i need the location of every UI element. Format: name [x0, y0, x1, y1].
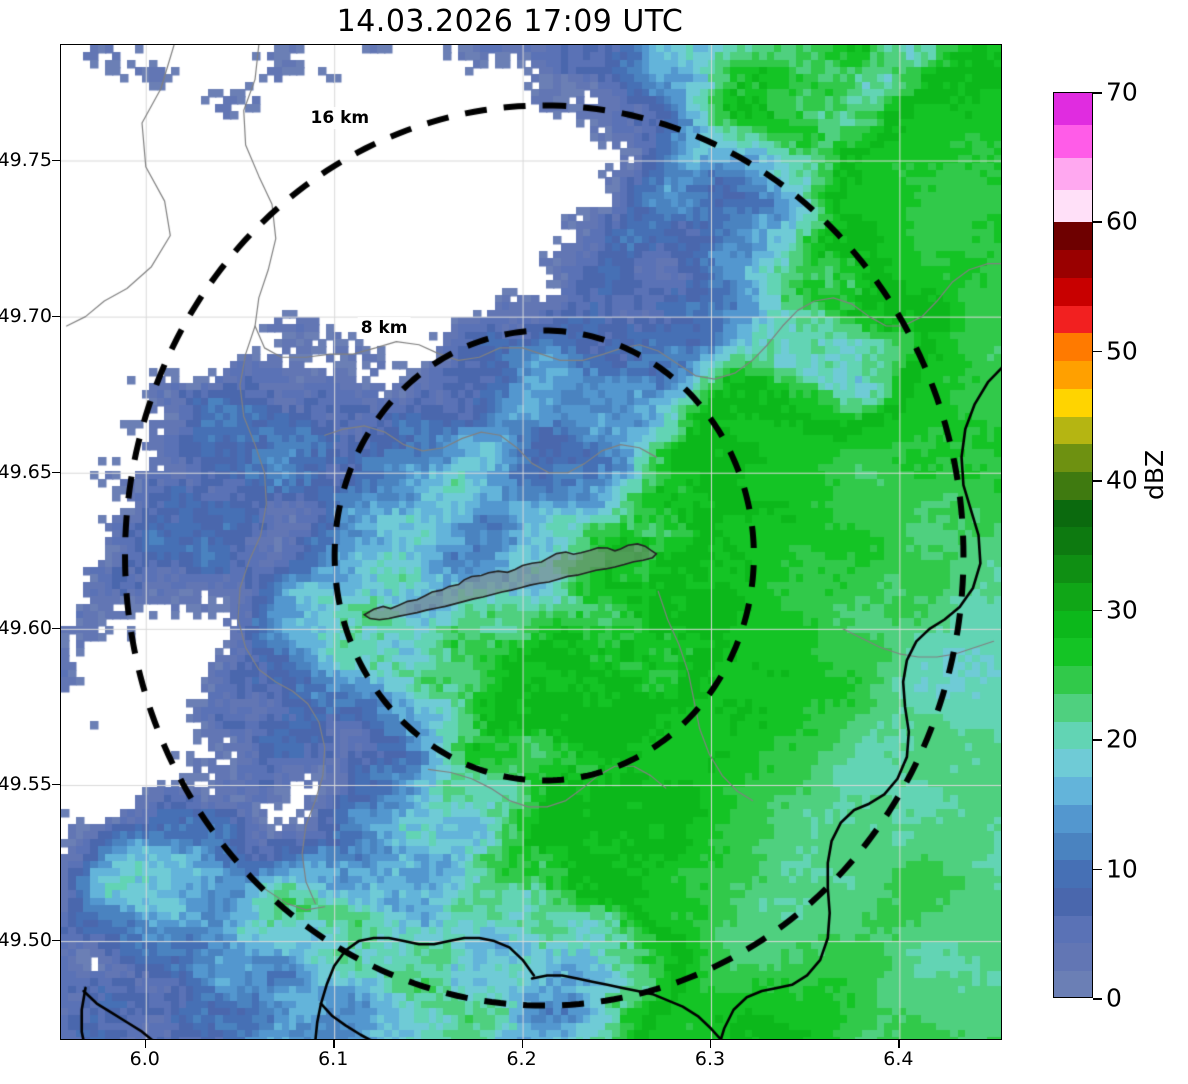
colorbar-band — [1054, 499, 1092, 528]
colorbar-band — [1054, 860, 1092, 888]
colorbar-tick-label: 50 — [1106, 336, 1138, 366]
colorbar-band — [1054, 721, 1092, 750]
colorbar-band — [1054, 416, 1092, 445]
colorbar-band — [1054, 749, 1092, 778]
colorbar-band — [1054, 555, 1092, 583]
y-tick-mark — [52, 159, 60, 161]
x-tick-mark — [333, 1040, 335, 1048]
colorbar-band — [1054, 832, 1092, 861]
colorbar-band — [1054, 693, 1092, 722]
colorbar-band — [1054, 610, 1092, 639]
colorbar-band — [1054, 888, 1092, 916]
colorbar-band — [1054, 582, 1092, 611]
colorbar-band — [1054, 915, 1092, 944]
colorbar-band — [1054, 157, 1092, 191]
y-tick-label: 49.50 — [0, 929, 52, 952]
colorbar-tick-label: 0 — [1106, 983, 1122, 1013]
x-tick-label: 6.0 — [129, 1048, 160, 1070]
colorbar-band — [1054, 638, 1092, 667]
colorbar-band — [1054, 222, 1092, 251]
colorbar-tick — [1093, 221, 1102, 224]
colorbar-tick-label: 70 — [1106, 77, 1138, 107]
colorbar-band — [1054, 125, 1092, 158]
y-tick-mark — [52, 940, 60, 942]
colorbar-label: dBZ — [1140, 449, 1169, 500]
colorbar-band — [1054, 93, 1092, 126]
x-tick-label: 6.1 — [318, 1048, 349, 1070]
x-tick-mark — [521, 1040, 523, 1048]
colorbar-tick-label: 60 — [1106, 206, 1138, 236]
y-tick-mark — [52, 471, 60, 474]
colorbar-band — [1054, 971, 1092, 997]
y-tick-mark — [52, 783, 60, 786]
y-tick-label: 49.75 — [0, 148, 52, 171]
y-tick-mark — [52, 627, 60, 630]
colorbar-tick-label: 10 — [1106, 854, 1138, 884]
colorbar-band — [1054, 190, 1092, 223]
colorbar-tick — [1093, 739, 1102, 741]
x-tick-mark — [144, 1040, 147, 1048]
x-tick-label: 6.4 — [883, 1048, 914, 1070]
colorbar-band — [1054, 361, 1092, 389]
radar-plot-area: 8 km 16 km — [60, 44, 1002, 1040]
colorbar-band — [1054, 250, 1092, 278]
colorbar-tick — [1093, 480, 1102, 482]
colorbar-tick-label: 20 — [1106, 724, 1138, 754]
y-tick-label: 49.55 — [0, 772, 52, 795]
colorbar-tick-label: 30 — [1106, 595, 1138, 625]
y-tick-label: 49.70 — [0, 304, 52, 327]
page-title: 14.03.2026 17:09 UTC — [336, 4, 684, 39]
colorbar-band — [1054, 527, 1092, 556]
colorbar-band — [1054, 388, 1092, 417]
colorbar-tick — [1093, 609, 1102, 612]
map-overlay-layer — [61, 45, 1001, 1039]
colorbar-band — [1054, 471, 1092, 500]
colorbar-tick — [1093, 998, 1102, 1000]
colorbar-band — [1054, 305, 1092, 334]
colorbar-band — [1054, 333, 1092, 362]
colorbar-tick — [1093, 350, 1102, 353]
x-tick-mark — [898, 1040, 900, 1048]
colorbar-gradient — [1053, 92, 1093, 998]
colorbar: 0 10 20 30 40 50 60 70 — [1053, 78, 1138, 1013]
y-tick-label: 49.60 — [0, 616, 52, 639]
x-tick-mark — [709, 1040, 712, 1048]
colorbar-tick — [1093, 868, 1102, 871]
range-ring-label-16km: 16 km — [307, 107, 373, 130]
colorbar-tick — [1093, 92, 1102, 94]
x-tick-label: 6.2 — [506, 1048, 537, 1070]
colorbar-band — [1054, 777, 1092, 805]
range-ring-label-8km: 8 km — [357, 316, 411, 339]
colorbar-band — [1054, 277, 1092, 306]
colorbar-band — [1054, 444, 1092, 472]
colorbar-band — [1054, 943, 1092, 972]
colorbar-tick-label: 40 — [1106, 465, 1138, 495]
colorbar-band — [1054, 666, 1092, 694]
x-tick-label: 6.3 — [694, 1048, 726, 1070]
y-tick-label: 49.65 — [0, 460, 52, 483]
y-tick-mark — [52, 315, 60, 318]
colorbar-band — [1054, 804, 1092, 833]
